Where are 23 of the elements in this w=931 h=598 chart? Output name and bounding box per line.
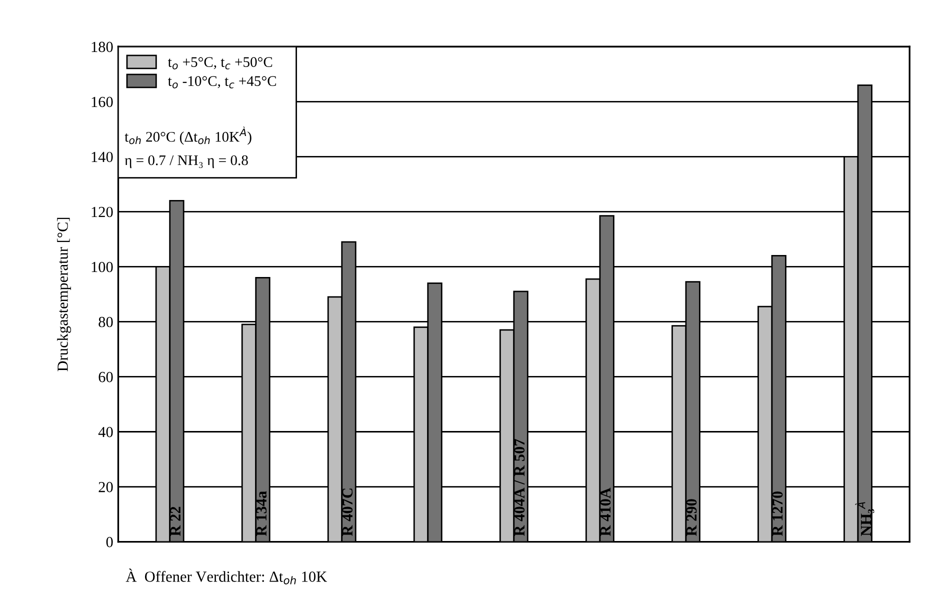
y-tick-label: 120 [92,206,113,218]
x-tick-label: R 22 [170,506,180,536]
x-tick-label: R 134a [256,491,267,536]
x-tick-label: R 404A / R 507 [514,439,525,536]
y-tick-label: 60 [98,372,113,382]
y-tick-label: 100 [92,262,113,272]
annotation: t$_{oh}$ 20°C (Δt$_{oh}$ 10K$^{À}$) [124,126,252,145]
y-tick-label: 160 [92,96,113,108]
legend-label: t$_{o}$ +5°C, t$_{c}$ +50°C [168,57,272,70]
x-tick-label: R 290 [686,499,697,536]
annotation: η = 0.7 / NH₃ η = 0.8 [124,155,248,168]
y-tick-label: 20 [98,482,113,492]
y-tick-label: 140 [92,152,113,162]
y-tick-label: 40 [98,426,113,438]
y-tick-label: 0 [106,536,113,548]
y-tick-label: 180 [92,42,113,52]
y-tick-label: 80 [98,316,113,328]
text: À Offener Verdichter: Δt$_{oh}$ 10K [126,568,327,584]
x-tick-label: R 410A [600,488,611,536]
legend-label: t$_{o}$ -10°C, t$_{c}$ +45°C [168,76,276,88]
x-tick-label: R 407C [342,488,353,536]
x-tick-label: R 1270 [772,491,783,536]
y-axis-title: Druckgastemperatur [°C] [57,218,72,372]
